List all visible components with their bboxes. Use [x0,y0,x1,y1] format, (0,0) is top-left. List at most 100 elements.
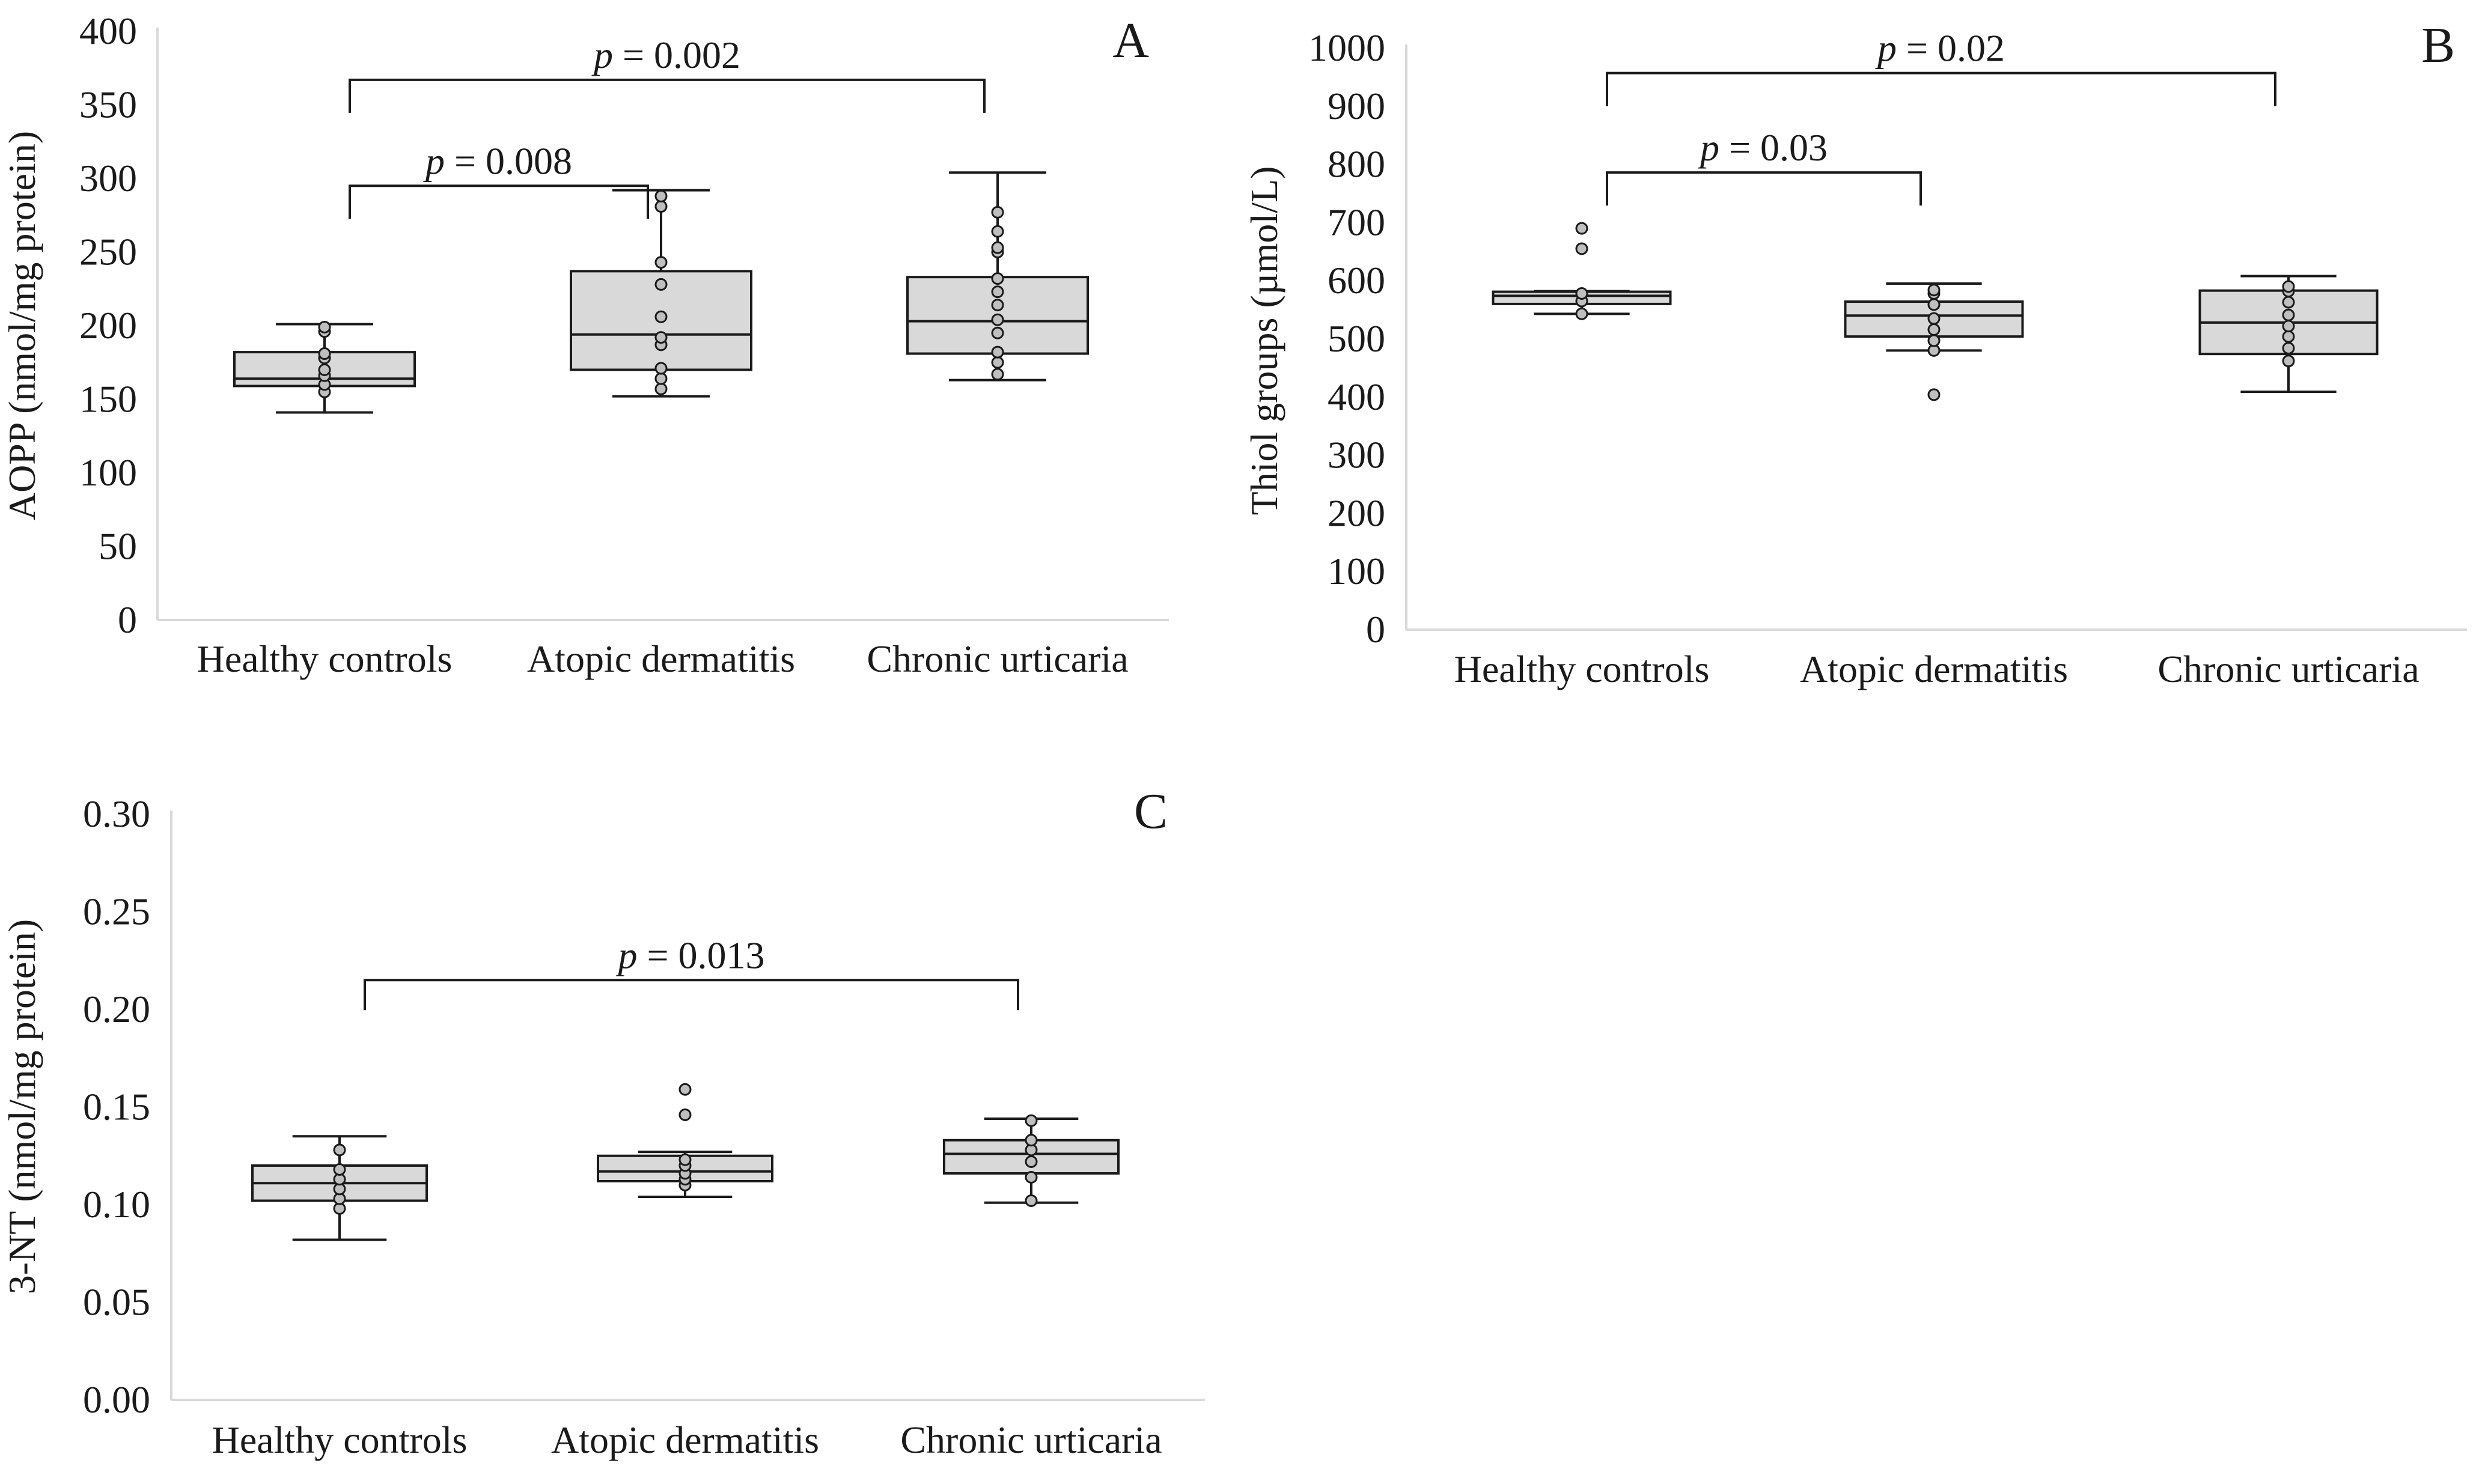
box-series-1 [233,320,416,414]
y-tick-label: 0.15 [83,1086,150,1128]
data-point [2282,280,2295,293]
y-tick-label: 0.20 [83,988,150,1030]
significance-bracket [364,979,1019,1011]
data-point [991,368,1004,381]
data-point [678,1108,692,1121]
y-tick-label: 200 [1328,491,1385,534]
data-point [318,320,331,333]
significance-bracket [349,184,649,219]
y-tick-label: 300 [79,157,137,199]
p-value-label: p = 0.002 [591,34,740,76]
data-point [1575,222,1588,235]
data-point [678,1153,692,1166]
data-point [654,256,668,269]
data-point [2282,341,2295,354]
box-series-3 [943,1114,1120,1207]
y-tick-label: 100 [79,451,137,494]
data-point [991,345,1004,359]
data-point [991,241,1004,254]
y-tick-label: 150 [79,378,137,421]
y-tick-label: 200 [79,304,137,347]
data-point [991,205,1004,219]
y-tick-label: 100 [1328,550,1385,592]
x-tick-label: Atopic dermatitis [1800,648,2068,690]
x-tick-label: Chronic urticaria [2157,648,2419,690]
panel-c: 0.00 0.05 0.10 0.15 0.20 0.25 0.30 3-NT (nmol/m… [1,783,1205,1461]
data-point [991,356,1004,369]
y-tick-label: 0 [1366,608,1385,651]
box-series-2 [1844,282,2024,401]
panel-letter: B [2421,17,2455,73]
data-point [654,278,668,291]
x-tick-label: Healthy controls [1454,648,1710,690]
y-tick-label: 300 [1328,434,1385,476]
x-tick-label: Healthy controls [212,1419,468,1461]
data-point [1025,1155,1038,1168]
data-point [654,200,668,213]
panel-a: 0 50 100 150 200 250 300 350 400 AOPP (nmol/mg pr… [1,10,1169,680]
significance-bracket [1606,71,2276,106]
x-tick-label: Healthy controls [197,637,453,680]
panel-letter: C [1134,783,1168,839]
data-point [1025,1171,1038,1184]
data-point [991,285,1004,299]
y-tick-label: 350 [79,84,137,126]
y-tick-label: 1000 [1308,26,1385,69]
data-point [991,225,1004,238]
panel-b: 0 100 200 300 400 500 600 700 800 900 1000 Thiol gr… [1243,17,2467,690]
y-axis-title: Thiol groups (µmol/L) [1243,166,1285,515]
box-series-2 [597,1083,773,1198]
y-tick-label: 900 [1328,85,1385,127]
data-point [654,362,668,375]
box-series-3 [2198,275,2379,394]
data-point [991,299,1004,312]
y-tick-label: 800 [1328,143,1385,186]
data-point [2282,330,2295,343]
data-point [1927,323,1941,336]
data-point [2282,308,2295,321]
data-point [1025,1114,1038,1127]
y-tick-label: 0 [118,598,137,641]
data-point [654,372,668,385]
data-point [654,189,668,202]
data-point [333,1143,346,1157]
data-point [991,326,1004,339]
y-axis-title: 3-NT (nmol/mg protein) [1,919,43,1295]
y-tick-label: 0.00 [83,1378,150,1421]
data-point [1025,1134,1038,1147]
p-value-label: p = 0.02 [1875,27,2005,70]
data-point [318,347,331,360]
y-tick-label: 700 [1328,201,1385,243]
x-tick-label: Atopic dermatitis [551,1419,819,1461]
data-point [654,331,668,344]
data-point [2282,296,2295,309]
y-tick-label: 0.30 [83,792,150,835]
data-point [318,363,331,376]
p-value-label: p = 0.03 [1698,126,1828,169]
data-point [1927,284,1941,297]
y-tick-label: 0.25 [83,890,150,933]
data-point [1927,334,1941,347]
y-tick-label: 0.10 [83,1183,150,1226]
y-tick-label: 50 [99,525,137,568]
data-point [1927,312,1941,325]
box-series-3 [906,171,1089,382]
p-value-label: p = 0.008 [423,139,572,182]
data-point [1927,388,1941,401]
data-point [333,1163,346,1176]
y-tick-label: 0.05 [83,1281,150,1324]
box-series-2 [570,189,752,398]
significance-bracket [1606,171,1922,206]
y-axis-title: AOPP (nmol/mg protein) [1,131,43,520]
data-point [1575,287,1588,300]
panel-letter: A [1112,13,1149,68]
data-point [654,310,668,323]
significance-bracket [349,78,986,113]
data-point [1025,1194,1038,1207]
data-point [1927,298,1941,311]
x-tick-label: Atopic dermatitis [527,637,795,680]
y-tick-label: 400 [1328,376,1385,418]
data-point [2282,320,2295,333]
box-series-1 [251,1135,428,1241]
